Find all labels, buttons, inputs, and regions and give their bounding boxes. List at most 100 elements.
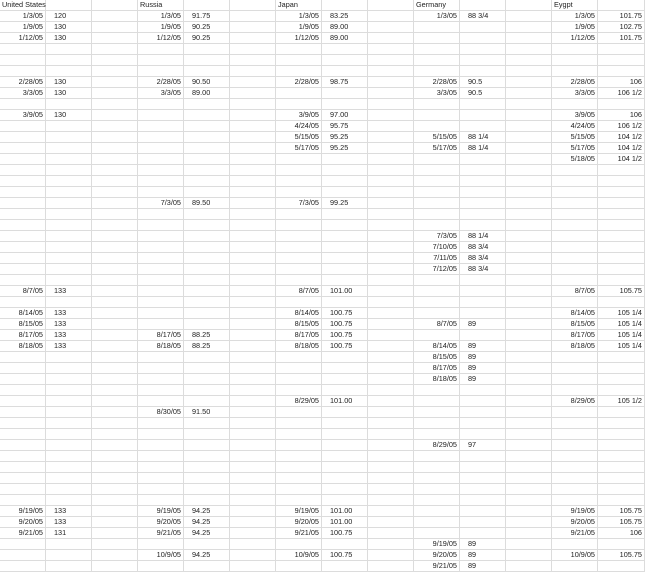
value-cell[interactable]: [598, 473, 645, 484]
value-cell[interactable]: 105 1/2: [598, 396, 645, 407]
date-cell[interactable]: [276, 165, 322, 176]
value-cell[interactable]: [598, 242, 645, 253]
empty-cell[interactable]: [92, 242, 138, 253]
date-cell[interactable]: 8/14/05: [414, 341, 460, 352]
value-cell[interactable]: 105 1/4: [598, 330, 645, 341]
date-cell[interactable]: [552, 363, 598, 374]
empty-cell[interactable]: [368, 198, 414, 209]
value-cell[interactable]: 88 1/4: [460, 132, 506, 143]
value-cell[interactable]: [460, 506, 506, 517]
date-cell[interactable]: [138, 484, 184, 495]
empty-cell[interactable]: [368, 451, 414, 462]
value-cell[interactable]: [322, 539, 368, 550]
empty-cell[interactable]: [92, 506, 138, 517]
value-cell[interactable]: 104 1/2: [598, 154, 645, 165]
value-cell[interactable]: [46, 473, 92, 484]
value-cell[interactable]: [184, 187, 230, 198]
empty-cell[interactable]: [506, 176, 552, 187]
empty-cell[interactable]: [92, 33, 138, 44]
date-cell[interactable]: 1/9/05: [276, 22, 322, 33]
value-cell[interactable]: 91.50: [184, 407, 230, 418]
date-cell[interactable]: 5/17/05: [276, 143, 322, 154]
date-cell[interactable]: [552, 407, 598, 418]
value-cell[interactable]: [322, 55, 368, 66]
empty-cell[interactable]: [368, 407, 414, 418]
date-cell[interactable]: [0, 187, 46, 198]
empty-cell[interactable]: [230, 121, 276, 132]
date-cell[interactable]: 8/29/05: [414, 440, 460, 451]
date-cell[interactable]: [414, 528, 460, 539]
value-cell[interactable]: 90.5: [460, 77, 506, 88]
date-cell[interactable]: [276, 66, 322, 77]
empty-cell[interactable]: [230, 286, 276, 297]
date-cell[interactable]: [0, 132, 46, 143]
date-cell[interactable]: [0, 154, 46, 165]
empty-cell[interactable]: [92, 176, 138, 187]
empty-cell[interactable]: [506, 462, 552, 473]
empty-cell[interactable]: [92, 319, 138, 330]
value-cell[interactable]: [184, 55, 230, 66]
empty-cell[interactable]: [92, 220, 138, 231]
value-cell[interactable]: 101.00: [322, 517, 368, 528]
date-cell[interactable]: [276, 176, 322, 187]
date-cell[interactable]: [552, 440, 598, 451]
date-cell[interactable]: [552, 44, 598, 55]
date-cell[interactable]: [414, 99, 460, 110]
date-cell[interactable]: [276, 231, 322, 242]
date-cell[interactable]: [0, 462, 46, 473]
value-cell[interactable]: 101.75: [598, 11, 645, 22]
date-cell[interactable]: [552, 198, 598, 209]
empty-cell[interactable]: [230, 198, 276, 209]
empty-cell[interactable]: [506, 165, 552, 176]
date-cell[interactable]: [0, 550, 46, 561]
date-cell[interactable]: [552, 187, 598, 198]
empty-cell[interactable]: [92, 231, 138, 242]
empty-cell[interactable]: [368, 385, 414, 396]
value-cell[interactable]: [184, 231, 230, 242]
empty-cell[interactable]: [506, 297, 552, 308]
value-cell[interactable]: [460, 462, 506, 473]
value-cell[interactable]: [184, 352, 230, 363]
date-cell[interactable]: [138, 176, 184, 187]
date-cell[interactable]: [414, 517, 460, 528]
value-cell[interactable]: [184, 176, 230, 187]
value-cell[interactable]: 106 1/2: [598, 88, 645, 99]
empty-cell[interactable]: [506, 407, 552, 418]
empty-cell[interactable]: [92, 462, 138, 473]
date-cell[interactable]: [276, 352, 322, 363]
value-cell[interactable]: [322, 242, 368, 253]
date-cell[interactable]: 10/9/05: [276, 550, 322, 561]
date-cell[interactable]: [138, 231, 184, 242]
date-cell[interactable]: 9/20/05: [414, 550, 460, 561]
date-cell[interactable]: [138, 429, 184, 440]
empty-cell[interactable]: [230, 253, 276, 264]
empty-cell[interactable]: [368, 440, 414, 451]
value-cell[interactable]: [46, 44, 92, 55]
date-cell[interactable]: [138, 473, 184, 484]
date-cell[interactable]: [138, 209, 184, 220]
date-cell[interactable]: [552, 275, 598, 286]
empty-cell[interactable]: [92, 550, 138, 561]
value-cell[interactable]: [46, 143, 92, 154]
value-cell[interactable]: [46, 231, 92, 242]
date-cell[interactable]: [552, 495, 598, 506]
date-cell[interactable]: [138, 440, 184, 451]
value-cell[interactable]: [598, 440, 645, 451]
date-cell[interactable]: [276, 242, 322, 253]
date-cell[interactable]: [138, 264, 184, 275]
empty-cell[interactable]: [92, 275, 138, 286]
empty-cell[interactable]: [506, 220, 552, 231]
empty-cell[interactable]: [368, 429, 414, 440]
date-cell[interactable]: [414, 33, 460, 44]
empty-cell[interactable]: [368, 55, 414, 66]
value-cell[interactable]: [460, 187, 506, 198]
value-cell[interactable]: [322, 165, 368, 176]
header-de[interactable]: Germany: [414, 0, 460, 11]
empty-cell[interactable]: [230, 462, 276, 473]
date-cell[interactable]: [552, 451, 598, 462]
empty-cell[interactable]: [230, 44, 276, 55]
date-cell[interactable]: [0, 407, 46, 418]
value-cell[interactable]: 106 1/2: [598, 121, 645, 132]
empty-cell[interactable]: [506, 319, 552, 330]
date-cell[interactable]: [138, 495, 184, 506]
